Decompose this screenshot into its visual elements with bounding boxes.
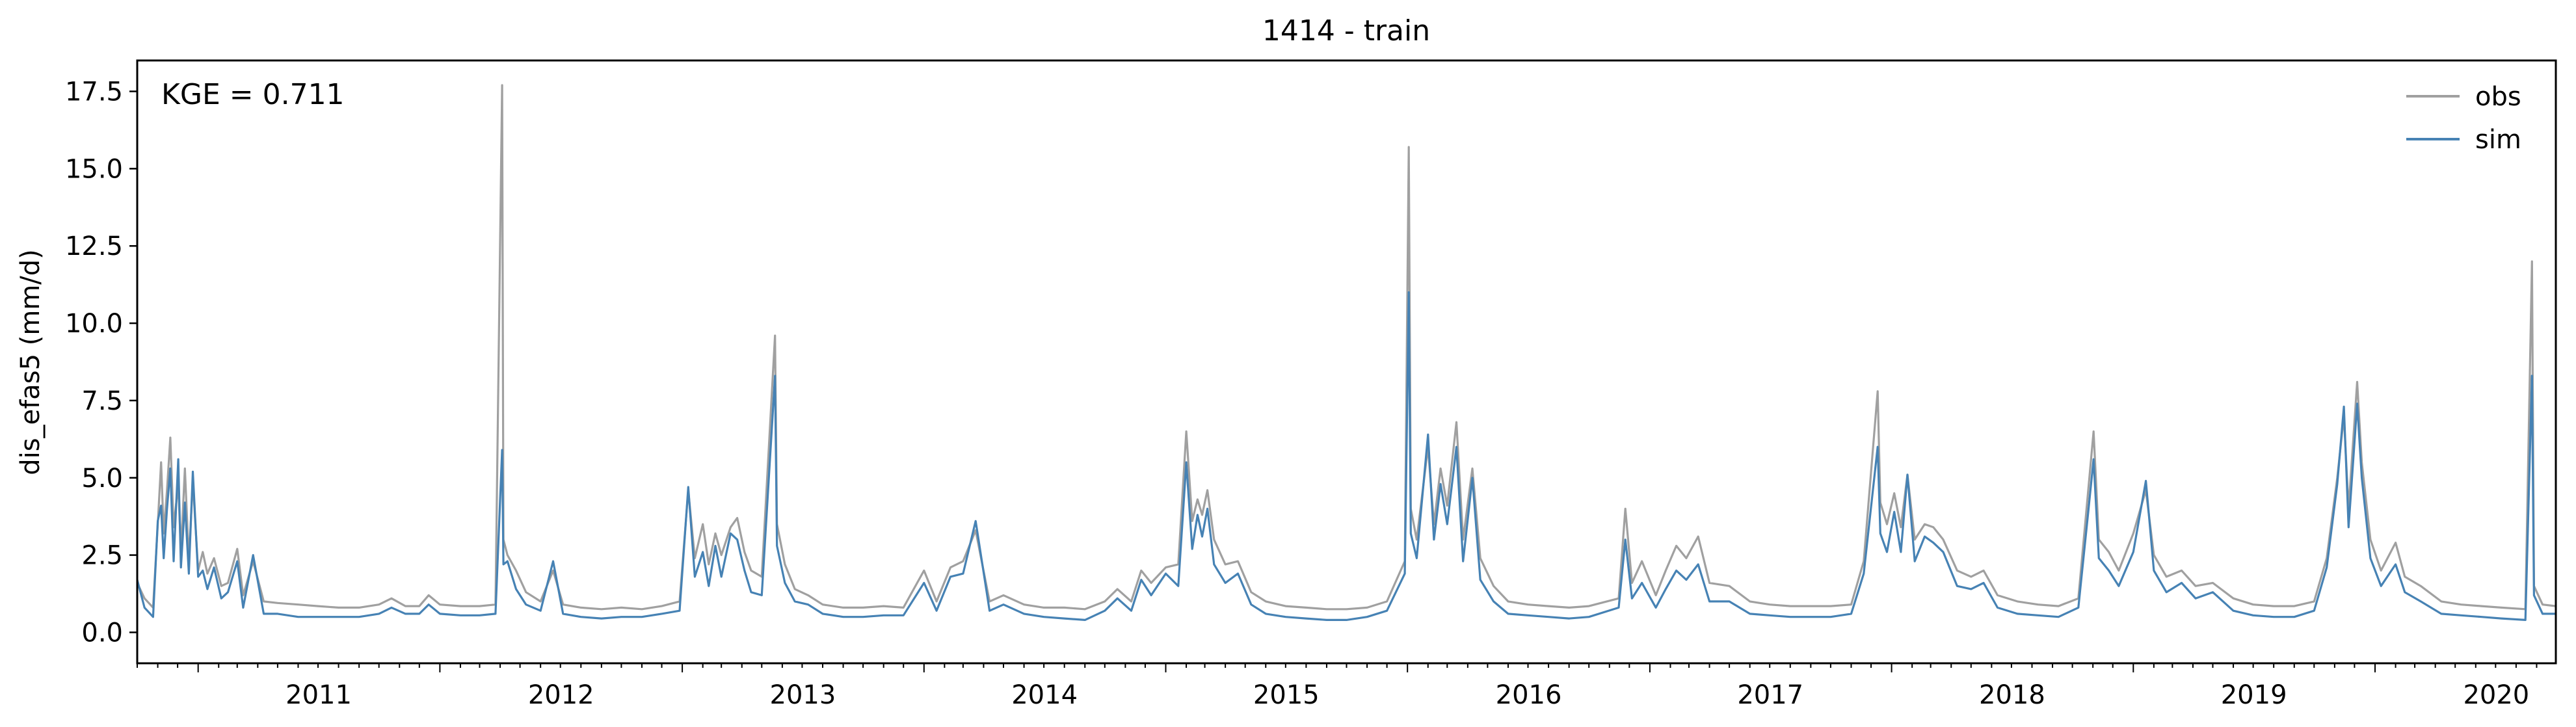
- plot-frame: [136, 59, 2557, 665]
- y-tick-label: 15.0: [65, 154, 123, 184]
- chart-title: 1414 - train: [1262, 14, 1430, 47]
- y-tick-label: 0.0: [81, 618, 123, 648]
- x-tick-label: 2019: [2221, 680, 2287, 710]
- series-line-sim: [136, 291, 2556, 622]
- y-tick-label: 5.0: [81, 464, 123, 494]
- x-tick-label: 2017: [1737, 680, 1803, 710]
- x-tick-label: 2020: [2463, 680, 2529, 710]
- x-tick-label: 2015: [1253, 680, 1320, 710]
- y-axis-label: dis_efas5 (mm/d): [16, 249, 46, 475]
- x-tick-label: 2011: [285, 680, 352, 710]
- legend-label-sim: sim: [2475, 125, 2521, 155]
- y-tick-label: 2.5: [81, 541, 123, 571]
- x-tick-label: 2016: [1496, 680, 1562, 710]
- x-tick-label: 2012: [528, 680, 594, 710]
- x-axis: 2011 2012 2013 2014 2015 2016 2017 2018 2019 2020: [137, 663, 2538, 710]
- legend-label-obs: obs: [2475, 82, 2521, 112]
- x-tick-label: 2014: [1011, 680, 1078, 710]
- kge-annotation: KGE = 0.711: [161, 78, 345, 111]
- y-tick-label: 10.0: [65, 309, 123, 339]
- y-tick-label: 7.5: [81, 386, 123, 416]
- y-axis: 0.0 2.5 5.0 7.5 10.0 12.5 15.0 17.5: [65, 77, 137, 648]
- x-tick-label: 2013: [770, 680, 836, 710]
- y-tick-label: 17.5: [65, 77, 123, 107]
- x-tick-label: 2018: [1979, 680, 2045, 710]
- series-line-obs: [136, 84, 2556, 611]
- y-tick-label: 12.5: [65, 231, 123, 261]
- plot-area: [136, 84, 2556, 622]
- legend: obs sim: [2406, 82, 2521, 155]
